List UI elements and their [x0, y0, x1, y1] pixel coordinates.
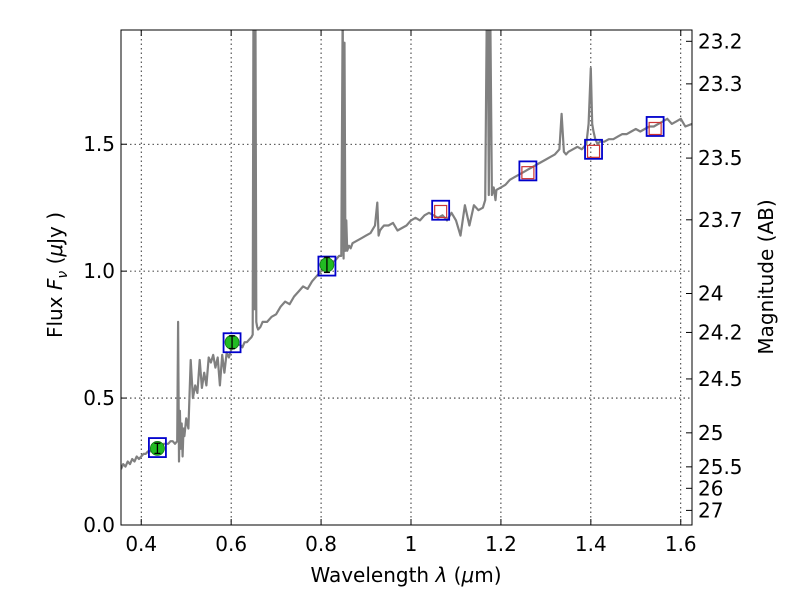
y-tick-label: 0.0 [83, 513, 115, 537]
y-axis-label: Flux Fν (μJy ) [43, 212, 71, 338]
model-point [584, 138, 603, 160]
hst-point [648, 121, 662, 136]
model-point [431, 199, 451, 221]
spectrum-layer [121, 30, 692, 470]
x-tick-label: 1 [405, 532, 418, 556]
hst-point [586, 144, 601, 158]
observed-point [319, 256, 335, 274]
model-point [222, 332, 242, 354]
model-point [645, 116, 665, 137]
mag-tick-label: 24.2 [698, 320, 743, 344]
y-tick-label: 1.5 [83, 132, 115, 156]
x-tick-label: 1.6 [665, 532, 697, 556]
model-point [518, 160, 538, 182]
marker-layer [148, 116, 665, 458]
observed-point [224, 334, 240, 350]
y-tick-label: 0.5 [83, 386, 115, 410]
x-axis-label: Wavelength λ (μm) [310, 563, 501, 587]
mag-tick-label: 23.2 [698, 29, 743, 53]
spectrum-line [121, 30, 692, 470]
mag-tick-label: 23.5 [698, 146, 743, 170]
x-tick-label: 1.2 [485, 532, 517, 556]
y2-axis-label: Magnitude (AB) [754, 199, 778, 354]
hst-point [521, 166, 535, 180]
mag-tick-label: 27 [698, 498, 723, 522]
mag-tick-label: 23.3 [698, 72, 743, 96]
mag-tick-label: 25.5 [698, 455, 743, 479]
mag-tick-label: 25 [698, 421, 723, 445]
grid [121, 30, 692, 526]
x-tick-label: 0.4 [125, 532, 157, 556]
mag-tick-label: 23.7 [698, 208, 743, 232]
model-point [148, 437, 167, 458]
observed-point [150, 440, 165, 456]
y-tick-label: 1.0 [83, 259, 115, 283]
x-tick-label: 1.4 [575, 532, 607, 556]
mag-tick-label: 24.5 [698, 367, 743, 391]
mag-tick-label: 24 [698, 281, 723, 305]
ticks: 0.4 0.6 0.8 1 1.2 1.4 1.6 0.0 0.5 1.0 1.5 23.2 23.3 2… [83, 29, 742, 556]
x-tick-label: 0.8 [305, 532, 337, 556]
hst-point [434, 204, 448, 219]
mag-tick-label: 26 [698, 476, 723, 500]
plot-frame [120, 29, 693, 526]
x-tick-label: 0.6 [215, 532, 247, 556]
